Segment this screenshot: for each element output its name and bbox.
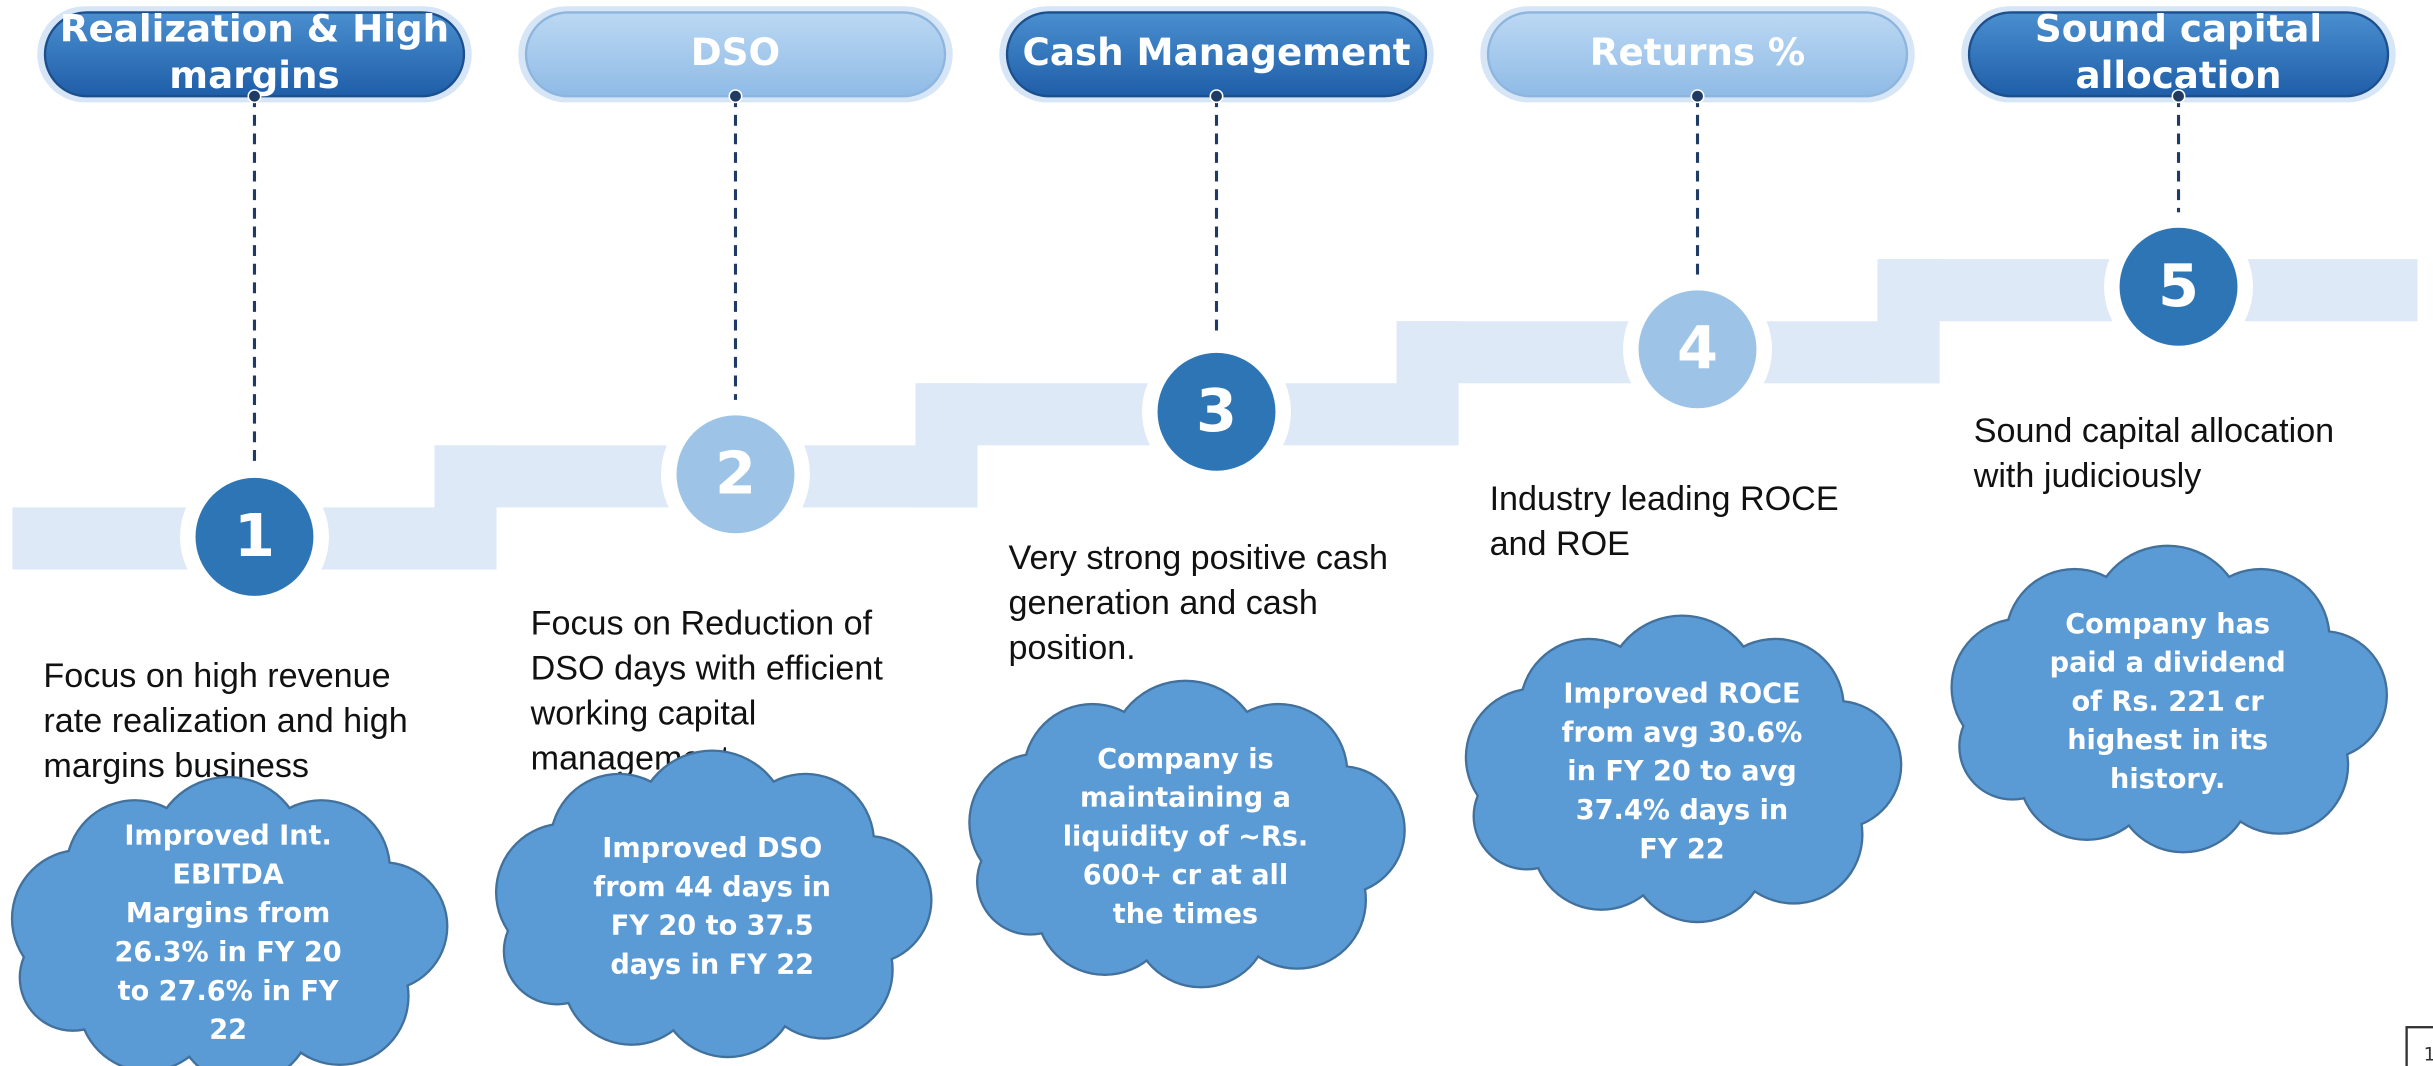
description: working capital — [530, 694, 757, 732]
stair-riser — [434, 445, 497, 570]
description: and ROE — [1490, 525, 1630, 563]
cloud-text: Company is — [1097, 744, 1274, 775]
description: generation and cash — [1009, 584, 1318, 622]
cloud-text: Company has — [2065, 609, 2270, 640]
cloud-text: 26.3% in FY 20 — [115, 937, 342, 968]
pill-title: DSO — [691, 30, 780, 74]
description: Focus on Reduction of — [531, 604, 873, 642]
description: DSO days with efficient — [531, 649, 884, 687]
cloud — [494, 749, 933, 1059]
cloud-text: from 44 days in — [593, 872, 831, 903]
cloud — [1950, 544, 2389, 854]
cloud-fill — [20, 925, 125, 1030]
page-number-box — [2405, 1026, 2433, 1066]
connector-dot — [728, 89, 743, 104]
cloud-text: Improved ROCE — [1563, 679, 1800, 710]
cloud-text: days in FY 22 — [610, 949, 814, 980]
cloud-text: EBITDA — [172, 859, 283, 890]
pill-title: Realization & High — [60, 7, 449, 51]
number-circle — [1157, 352, 1276, 471]
cloud-text: history. — [2110, 764, 2225, 795]
description: Industry leading ROCE — [1490, 480, 1839, 518]
cloud-fill — [1079, 731, 1292, 945]
step-number: 5 — [2158, 251, 2199, 320]
cloud — [968, 679, 1406, 989]
page-number: 1 — [2424, 1045, 2433, 1066]
cloud-fill — [121, 827, 335, 1041]
cloud — [10, 775, 449, 1066]
cloud-text: Improved Int. — [124, 821, 332, 852]
description: Very strong positive cash — [1009, 539, 1388, 577]
cloud — [1464, 614, 1903, 924]
description: margins business — [43, 747, 309, 785]
cloud-text: in FY 20 to avg — [1567, 756, 1796, 787]
stair-riser — [1396, 321, 1459, 446]
cloud-text: Margins from — [126, 898, 330, 929]
description: Sound capital allocation — [1974, 412, 2334, 450]
cloud-text: Improved DSO — [602, 833, 822, 864]
step-number: 3 — [1196, 376, 1237, 445]
connector-dot — [247, 89, 262, 104]
cloud-text: 22 — [209, 1015, 247, 1046]
pill-title: Sound capital — [2035, 7, 2322, 51]
number-circle — [676, 415, 795, 534]
cloud-text: to 27.6% in FY — [118, 976, 339, 1007]
cloud-fill — [978, 829, 1083, 934]
description: rate realization and high — [43, 702, 407, 740]
cloud-text: highest in its — [2067, 725, 2268, 756]
cloud-text: FY 22 — [1639, 834, 1724, 865]
cloud-fill — [1575, 666, 1789, 880]
cloud-fill — [1474, 764, 1579, 869]
cloud-text: FY 20 to 37.5 — [611, 911, 814, 942]
cloud-fill — [1960, 694, 2065, 799]
description: with judiciously — [1973, 457, 2202, 495]
number-circle — [195, 477, 314, 596]
stair-riser — [1877, 259, 1940, 384]
cloud-fill — [605, 801, 819, 1015]
number-circle — [2119, 227, 2238, 346]
cloud-text: 600+ cr at all — [1083, 860, 1288, 891]
step-number: 4 — [1677, 313, 1718, 382]
connector-dot — [1209, 89, 1224, 104]
cloud-text: paid a dividend — [2050, 648, 2286, 679]
number-circle — [1638, 290, 1757, 409]
cloud-text: maintaining a — [1080, 783, 1291, 814]
step-number: 1 — [234, 501, 275, 570]
cloud-text: from avg 30.6% — [1562, 717, 1803, 748]
step-number: 2 — [715, 439, 756, 508]
description: position. — [1009, 629, 1136, 667]
connector-dot — [1690, 89, 1705, 104]
stair-riser — [915, 383, 978, 508]
pill-title: Cash Management — [1022, 30, 1410, 74]
cloud-text: of Rs. 221 cr — [2072, 686, 2265, 717]
cloud-text: 37.4% days in — [1576, 795, 1788, 826]
cloud-text: the times — [1113, 899, 1258, 930]
description: Focus on high revenue — [43, 657, 390, 695]
cloud-fill — [505, 899, 610, 1004]
connector-dot — [2171, 89, 2186, 104]
cloud-fill — [2061, 596, 2274, 810]
pill-title: Returns % — [1590, 30, 1805, 74]
cloud-text: liquidity of ~Rs. — [1063, 821, 1309, 852]
